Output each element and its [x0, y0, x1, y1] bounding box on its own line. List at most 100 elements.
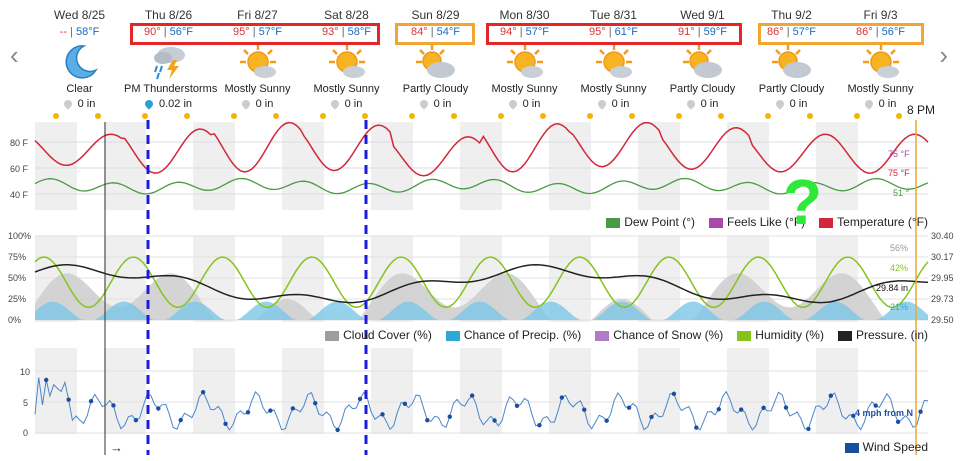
legend-humidity[interactable]: Humidity (%) [737, 328, 824, 342]
wind-direction-marker [156, 406, 161, 411]
wind-direction-marker [738, 407, 744, 412]
legend-wind-speed[interactable]: Wind Speed [844, 440, 928, 454]
day-column[interactable]: Fri 9/3 86° | 56°F Mostly Sunny 0 in [836, 6, 925, 116]
day-precip: 0 in [569, 98, 658, 110]
pressure-ytick-2: 30.17 [931, 252, 954, 262]
wind-direction-marker [514, 403, 520, 409]
highlight-box-mon-wed [486, 23, 742, 45]
temp-ytick-60: 60 F [10, 164, 29, 174]
day-column[interactable]: Wed 8/25 -- | 58°F Clear 0 in [35, 6, 124, 116]
precip-amount: 0 in [878, 98, 897, 110]
pressure-end-label: 29.84 in [876, 283, 909, 293]
pressure-ytick-5: 29.50 [931, 315, 954, 325]
pressure-line [34, 264, 929, 304]
wind-direction-marker [582, 407, 587, 412]
legend-snow[interactable]: Chance of Snow (%) [595, 328, 723, 342]
precip-amount: 0 in [433, 98, 452, 110]
day-temps: 86° | 57°F [747, 26, 836, 38]
day-date: Wed 8/25 [53, 8, 106, 22]
legend-feels-like[interactable]: Feels Like (°F) [709, 215, 805, 229]
temp-separator: | [516, 26, 526, 38]
day-date: Fri 8/27 [237, 8, 278, 22]
pressure-ytick-1: 30.40 [931, 231, 954, 241]
day-column[interactable]: Thu 9/2 86° | 57°F Partly Cloudy 0 in [747, 6, 836, 116]
sunrise-sunset-marker [498, 113, 504, 119]
precip-amount: 0 in [611, 98, 630, 110]
day-column[interactable]: Thu 8/26 90° | 56°F PM Thunderstorms 0.02 i… [124, 6, 217, 116]
wind-direction-marker [133, 417, 139, 423]
wind-direction-marker [873, 403, 878, 408]
night-shade [35, 122, 77, 210]
day-low: 57°F [792, 26, 816, 38]
wind-direction-marker [694, 425, 699, 430]
day-precip: 0 in [836, 98, 925, 110]
wind-end-label: 4 mph from N [855, 408, 914, 418]
thunderstorm-icon [149, 42, 189, 82]
wind-direction-marker [313, 400, 318, 406]
precip-amount: 0 in [77, 98, 96, 110]
day-column[interactable]: Wed 9/1 91° | 59°F Partly Cloudy 0 in [658, 6, 747, 116]
temp-separator: | [338, 26, 348, 38]
day-low: 58°F [75, 26, 100, 38]
wind-direction-marker [492, 418, 497, 423]
precip-amount: 0 in [700, 98, 719, 110]
sunrise-sunset-marker [718, 113, 724, 119]
current-time-label: 8 PM [907, 103, 936, 117]
temp-separator: | [249, 26, 259, 38]
day-low: 57°F [525, 26, 549, 38]
sunrise-sunset-marker [765, 113, 771, 119]
wind-direction-marker [783, 405, 789, 410]
legend-dew-point[interactable]: Dew Point (°) [606, 215, 695, 229]
day-column[interactable]: Mon 8/30 94° | 57°F Mostly Sunny 0 in [480, 6, 569, 116]
night-shade [104, 122, 146, 210]
day-high: 91° [678, 26, 695, 38]
mostly-sunny-icon [594, 42, 634, 82]
cloud-ytick-0: 0% [8, 315, 22, 325]
day-date: Sun 8/29 [411, 8, 460, 22]
legend-precip[interactable]: Chance of Precip. (%) [445, 328, 581, 342]
temp-separator: | [160, 26, 170, 38]
moon-icon [60, 42, 100, 82]
humidity-end-label: 42% [890, 263, 909, 273]
wind-direction-marker [851, 413, 856, 418]
prev-arrow-icon[interactable]: ‹ [10, 40, 19, 70]
wind-direction-marker [761, 405, 766, 411]
day-low: 59°F [703, 26, 727, 38]
day-condition: Clear [66, 83, 93, 95]
day-high: 94° [500, 26, 517, 38]
day-column[interactable]: Sun 8/29 84° | 54°F Partly Cloudy 0 in [391, 6, 480, 116]
day-temps: 93° | 58°F [302, 26, 391, 38]
night-shade [371, 348, 413, 434]
day-precip: 0 in [480, 98, 569, 110]
sunrise-sunset-marker [184, 113, 190, 119]
day-column[interactable]: Fri 8/27 95° | 57°F Mostly Sunny 0 in [213, 6, 302, 116]
humidity-line [34, 256, 929, 309]
day-precip: 0 in [747, 98, 836, 110]
day-column[interactable]: Sat 8/28 93° | 58°F Mostly Sunny 0 in [302, 6, 391, 116]
day-low: 61°F [614, 26, 638, 38]
day-temps: 91° | 59°F [658, 26, 747, 38]
next-arrow-icon[interactable]: › [939, 40, 948, 70]
temp-separator: | [694, 26, 704, 38]
sunrise-sunset-marker [587, 113, 593, 119]
sunrise-sunset-marker [676, 113, 682, 119]
sunrise-sunset-marker [362, 113, 368, 119]
legend-temperature[interactable]: Temperature (°F) [819, 215, 928, 229]
legend-pressure[interactable]: Pressure. (in) [837, 328, 928, 342]
temp-separator: | [783, 26, 793, 38]
night-shade [727, 348, 769, 434]
wind-legend: Wind Speed [844, 440, 928, 454]
night-shade [35, 348, 77, 434]
mostly-sunny-icon [327, 42, 367, 82]
wind-direction-marker [200, 389, 206, 395]
day-condition: Partly Cloudy [758, 83, 825, 95]
day-high: 95° [589, 26, 606, 38]
wind-ytick-10: 10 [20, 367, 31, 377]
partly-cloudy-icon [682, 42, 723, 82]
sunrise-sunset-marker [854, 113, 860, 119]
legend-cloud-cover[interactable]: Cloud Cover (%) [325, 328, 432, 342]
day-date: Thu 8/26 [144, 8, 193, 22]
night-shade [282, 348, 324, 434]
day-column[interactable]: Tue 8/31 95° | 61°F Mostly Sunny 0 in [569, 6, 658, 116]
wind-speed-line [34, 377, 929, 431]
